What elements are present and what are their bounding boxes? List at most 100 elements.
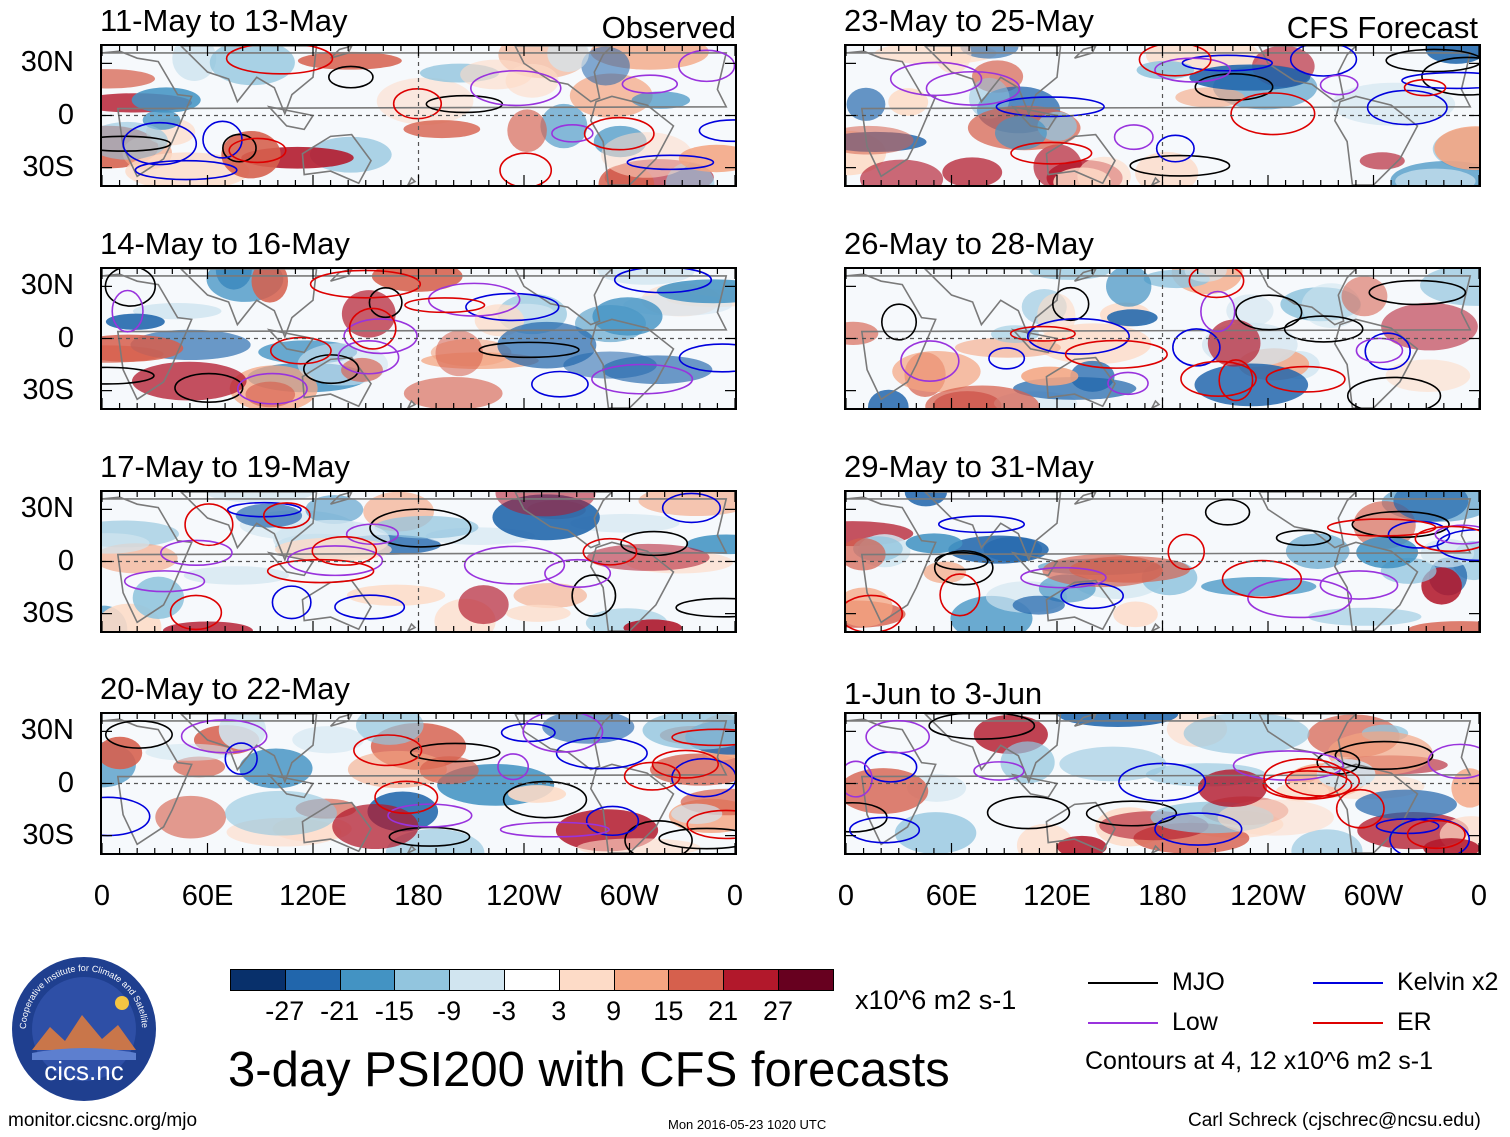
coastline: [1045, 801, 1116, 853]
contour-er: [1009, 325, 1076, 342]
coastline: [407, 844, 417, 853]
contour-low: [123, 570, 206, 593]
positive-anomaly-blob: [435, 330, 483, 377]
map-panel-8: [844, 712, 1481, 855]
positive-anomaly-blob: [942, 157, 1003, 185]
forecast-label: CFS Forecast: [1286, 10, 1478, 45]
source-url[interactable]: monitor.cicsnc.org/mjo: [8, 1110, 198, 1131]
cics-logo: Cooperative Institute for Climate and Sa…: [8, 947, 158, 1103]
y-tick-label: 30S: [22, 373, 74, 406]
contour-kelvin-x2: [937, 515, 1026, 534]
contour-low: [1232, 750, 1344, 781]
coastline: [1333, 541, 1419, 631]
negative-anomaly-blob: [1285, 533, 1350, 569]
coastline: [266, 551, 315, 577]
positive-anomaly-blob: [173, 756, 226, 778]
map-panel-4: [100, 712, 737, 855]
contour-er: [311, 536, 378, 566]
contour-er: [499, 152, 553, 185]
colorbar-label: -9: [437, 996, 462, 1026]
contour-kelvin-x2: [661, 492, 722, 524]
map-panel-6: [844, 267, 1481, 410]
positive-anomaly-blob: [346, 584, 446, 606]
contour-er: [1284, 765, 1360, 797]
coastline: [102, 718, 728, 846]
contour-mjo: [620, 530, 689, 557]
panel-title-7: 29-May to 31-May: [844, 449, 1094, 484]
positive-anomaly-blob: [506, 604, 571, 622]
negative-anomaly-blob: [592, 297, 663, 336]
coastline: [923, 714, 1062, 784]
positive-anomaly-blob: [1217, 799, 1334, 836]
colorbar-label: 21: [708, 996, 739, 1026]
coastline: [407, 622, 417, 631]
contour-kelvin-x2: [1364, 332, 1411, 371]
contour-kelvin-x2: [1389, 817, 1470, 853]
colorbar-swatch: [449, 969, 505, 991]
x-tick-label: 60E: [181, 880, 234, 912]
positive-anomaly-blob: [347, 750, 447, 789]
coastline: [1045, 133, 1116, 185]
positive-anomaly-blob: [1113, 601, 1158, 628]
contour-low: [621, 74, 679, 94]
panel-title-6: 26-May to 28-May: [844, 226, 1094, 261]
contour-low: [1200, 290, 1236, 333]
negative-anomaly-blob: [846, 87, 886, 121]
map-panel-7: [844, 490, 1481, 633]
coastline: [266, 328, 315, 354]
contour-kelvin-x2: [224, 742, 258, 776]
positive-anomaly-blob: [495, 492, 596, 517]
legend-line: [1313, 1022, 1383, 1024]
contour-low: [1020, 566, 1107, 589]
contour-kelvin-x2: [1181, 54, 1273, 72]
coastline: [846, 718, 1472, 846]
contour-mjo: [368, 286, 403, 319]
negative-anomaly-blob: [948, 535, 1049, 564]
coastline: [1258, 492, 1358, 549]
negative-anomaly-blob: [132, 303, 222, 320]
y-tick-label: 30N: [20, 714, 74, 747]
colorbar-label: -3: [491, 996, 516, 1026]
contour-kelvin-x2: [613, 269, 713, 294]
negative-anomaly-blob: [1106, 269, 1152, 307]
logo-text: cics.nc: [44, 1056, 123, 1086]
coastline: [301, 133, 372, 185]
contour-mjo: [1275, 529, 1332, 547]
contour-kelvin-x2: [988, 347, 1026, 370]
y-tick-label: 30S: [22, 596, 74, 629]
negative-anomaly-blob: [292, 726, 364, 754]
map-graphic: [102, 714, 735, 853]
x-tick-label: 0: [93, 880, 111, 912]
coastline: [1074, 714, 1097, 727]
contour-er: [1221, 559, 1303, 599]
contour-er: [225, 46, 334, 75]
negative-anomaly-blob: [671, 803, 723, 824]
contour-low: [973, 761, 1025, 781]
colorbar-swatch: [339, 969, 396, 991]
contour-er: [671, 728, 735, 747]
contour-mjo: [1051, 286, 1090, 322]
contour-low: [1154, 57, 1231, 83]
x-tick-label: 60W: [1343, 880, 1404, 912]
contour-er: [846, 594, 903, 631]
contour-er: [1406, 819, 1466, 850]
negative-anomaly-blob: [497, 321, 597, 369]
contour-mjo: [104, 720, 173, 749]
contour-kelvin-x2: [465, 292, 560, 322]
contour-kelvin-x2: [849, 816, 921, 844]
x-tick-label: 120W: [486, 880, 562, 912]
y-tick-label: 30N: [20, 269, 74, 302]
negative-anomaly-blob: [102, 533, 150, 554]
contour-low: [846, 760, 873, 798]
contour-levels-note: Contours at 4, 12 x10^6 m2 s-1: [1085, 1047, 1434, 1075]
x-tick-label: 0: [726, 880, 744, 912]
coastline: [1258, 269, 1358, 326]
contour-mjo: [1129, 154, 1231, 177]
contour-mjo: [1368, 279, 1467, 306]
coastline: [1074, 269, 1097, 282]
contour-kelvin-x2: [1366, 89, 1448, 126]
contour-kelvin-x2: [1154, 812, 1243, 846]
contour-low: [1434, 524, 1479, 545]
legend-label: MJO: [1172, 968, 1225, 996]
contour-mjo: [933, 550, 994, 586]
